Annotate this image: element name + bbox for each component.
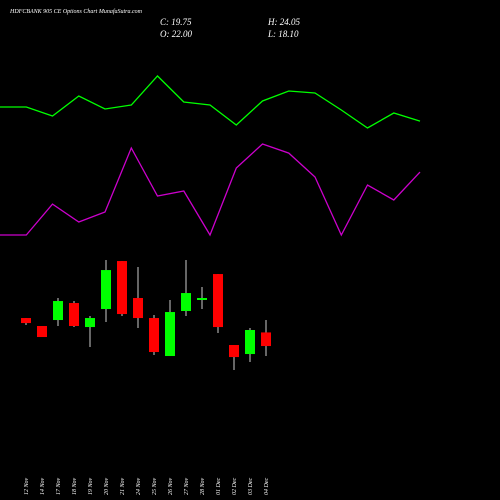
x-tick-label: 19 Nov [88, 477, 94, 495]
x-tick-label: 01 Dec [216, 478, 222, 495]
candle-body [149, 318, 159, 353]
candle-body [53, 301, 63, 321]
candle-body [21, 318, 31, 324]
x-tick-label: 27 Nov [184, 477, 190, 495]
x-tick-label: 03 Dec [248, 478, 254, 495]
x-tick-label: 28 Nov [200, 477, 206, 495]
x-tick-label: 20 Nov [104, 477, 110, 495]
x-tick-label: 17 Nov [56, 477, 62, 495]
candle-body [69, 303, 79, 327]
candle-body [37, 326, 47, 338]
candle-body [245, 330, 255, 355]
x-tick-label: 18 Nov [72, 477, 78, 495]
candle-body [229, 345, 239, 358]
indicator-line [0, 75, 421, 129]
x-tick-label: 12 Nov [24, 477, 30, 495]
candle-body [213, 274, 223, 328]
candle-body [85, 318, 95, 328]
candle-body [197, 298, 207, 300]
x-tick-label: 24 Nov [135, 477, 142, 495]
indicator-line [0, 143, 421, 237]
header-open: O: 22.00 [160, 29, 192, 39]
x-tick-label: 26 Nov [168, 477, 174, 495]
header-close: C: 19.75 [160, 17, 192, 27]
header-low: L: 18.10 [267, 29, 299, 39]
x-tick-label: 14 Nov [39, 477, 46, 495]
candle-body [117, 261, 127, 315]
candle-body [133, 298, 143, 319]
candle-body [165, 312, 175, 357]
chart-title: HDFCBANK 905 CE Options Chart MunafaSutr… [9, 8, 143, 15]
x-tick-label: 21 Nov [120, 477, 126, 495]
candle-body [261, 332, 271, 347]
header-high: H: 24.05 [267, 17, 300, 27]
x-tick-label: 04 Dec [263, 478, 270, 495]
candle-body [101, 270, 111, 310]
x-tick-label: 25 Nov [152, 477, 158, 495]
candle-body [181, 293, 191, 312]
x-tick-label: 02 Dec [232, 478, 238, 495]
